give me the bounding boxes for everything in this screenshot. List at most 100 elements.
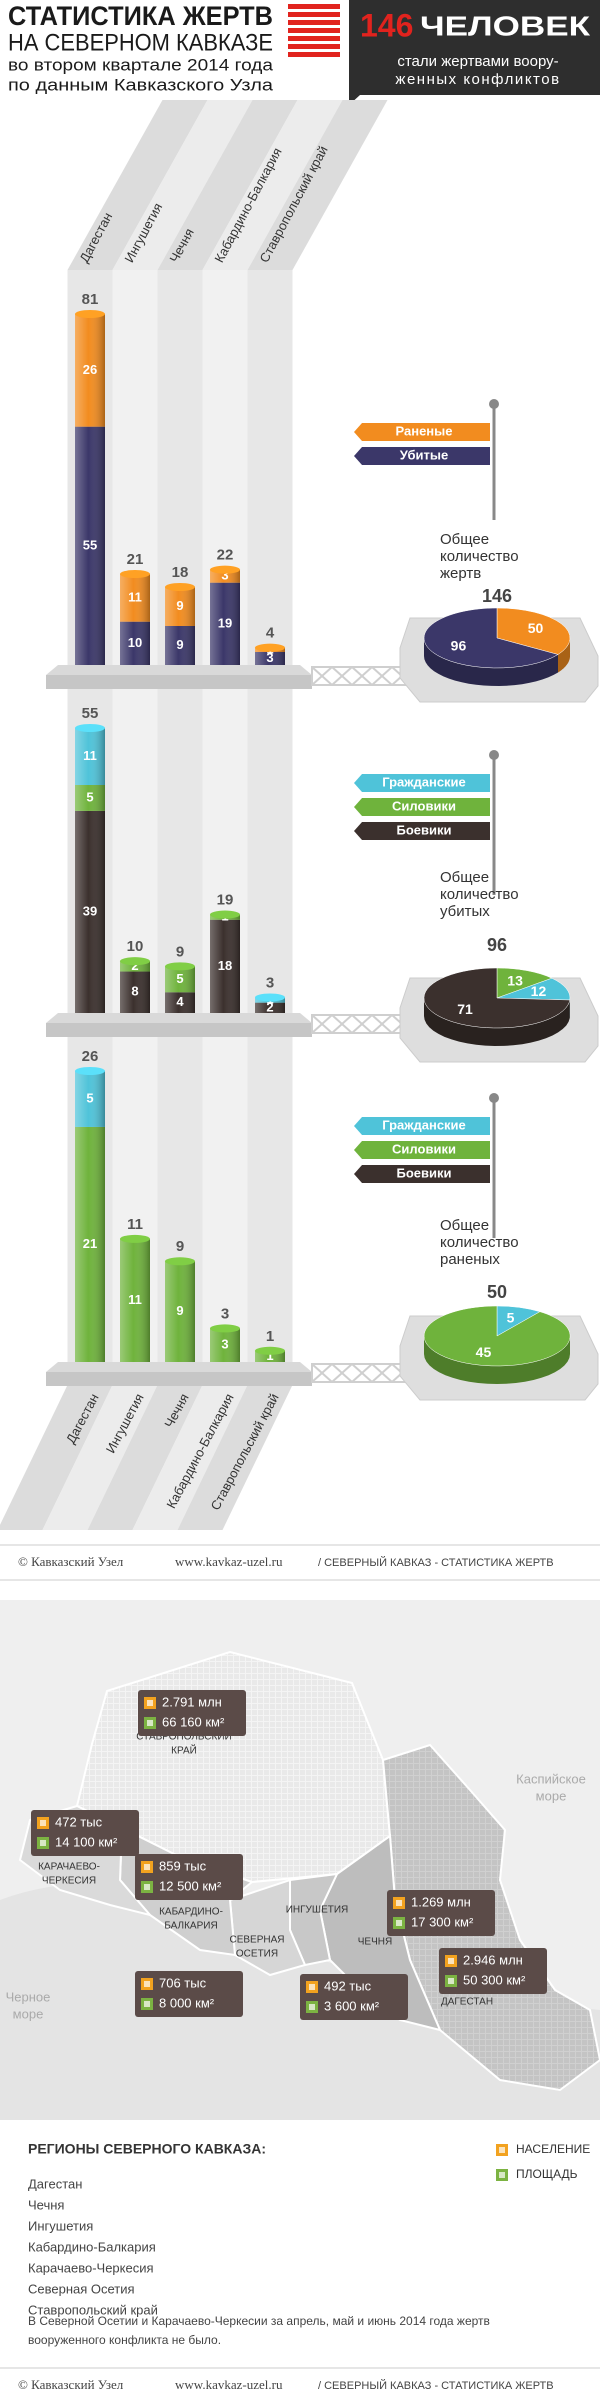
map-legend-label: НАСЕЛЕНИЕ [516, 2142, 590, 2156]
header-strip [157, 100, 298, 270]
bar-cap [210, 565, 240, 574]
bar-cap [75, 1067, 105, 1075]
region-name: КАБАРДИНО- [159, 1907, 223, 1918]
pie-total: 146 [482, 586, 512, 606]
legend-label: Боевики [397, 1165, 452, 1180]
header-strip [67, 100, 208, 270]
list-item: Чечня [28, 2197, 64, 2212]
bar-cap [165, 962, 195, 971]
pie-title: жертв [440, 565, 481, 582]
total-label: 22 [217, 547, 234, 564]
list-item: Северная Осетия [28, 2281, 135, 2296]
legend-label: Боевики [397, 822, 452, 837]
population: 492 тыс [324, 1978, 372, 1993]
bar-cap [255, 643, 285, 652]
flag-knob [489, 399, 499, 409]
bar-shade [165, 626, 195, 665]
bar-shade [75, 314, 105, 427]
bar-shade [165, 1261, 195, 1362]
bar-cap [75, 724, 105, 732]
list-item: Ингушетия [28, 2218, 93, 2233]
area: 14 100 км² [55, 1834, 118, 1849]
segment-label: 4 [176, 994, 184, 1009]
pie-side [424, 998, 570, 1046]
section: / СЕВЕРНЫЙ КАВКАЗ - СТАТИСТИКА ЖЕРТВ [318, 1556, 554, 1569]
bar-cap [165, 583, 195, 591]
pie-title: убитых [440, 903, 490, 920]
slice-label: 96 [451, 637, 467, 653]
segment-label: 9 [176, 1303, 183, 1318]
section: / СЕВЕРНЫЙ КАВКАЗ - СТАТИСТИКА ЖЕРТВ [318, 2379, 554, 2392]
footer-strip [87, 1385, 203, 1530]
url: www.kavkaz-uzel.ru [175, 1554, 283, 1569]
subtitle: по данным Кавказского Узла [8, 75, 274, 94]
bar-shade [75, 1071, 105, 1127]
icon-inner [499, 2172, 505, 2178]
icon-inner [147, 1700, 153, 1706]
area: 12 500 км² [159, 1878, 222, 1893]
footer-strip [42, 1385, 158, 1530]
icon-inner [309, 2004, 315, 2010]
header-strip [112, 100, 253, 270]
total-label: 3 [221, 1305, 229, 1322]
icon-inner [499, 2147, 505, 2153]
region-name: ЧЕЧНЯ [358, 1937, 392, 1948]
segment-label: 2 [266, 999, 273, 1014]
legend-tag [354, 774, 490, 792]
connector [331, 1014, 353, 1034]
header: СТАТИСТИКА ЖЕРТВ НА СЕВЕРНОМ КАВКАЗЕ во … [8, 0, 600, 105]
icon-inner [144, 1884, 150, 1890]
footer-strip [132, 1385, 248, 1530]
info-box [135, 1854, 243, 1900]
slice-label: 13 [507, 972, 523, 988]
connector [331, 666, 353, 686]
sea-label: море [536, 1788, 567, 1803]
total-label: 18 [172, 564, 189, 581]
connector [311, 1014, 333, 1034]
total-label: 26 [82, 1048, 99, 1065]
legend-label: Силовики [392, 1141, 456, 1156]
footer-strip [177, 1385, 293, 1530]
pie-title: Общее [440, 1217, 489, 1234]
icon-inner [144, 1981, 150, 1987]
sea-label: Черное [6, 1989, 51, 2004]
pie-slice [423, 607, 559, 669]
region-name: ИНГУШЕТИЯ [286, 1905, 349, 1916]
bar-cap [75, 310, 105, 318]
regions-list: РЕГИОНЫ СЕВЕРНОГО КАВКАЗА: Дагестан Чечня И… [28, 2141, 590, 2347]
total-label: 10 [127, 938, 144, 955]
copyright: © Кавказский Узел [18, 1554, 124, 1569]
url: www.kavkaz-uzel.ru [175, 2377, 283, 2392]
column [157, 270, 203, 1385]
icon-inner [396, 1920, 402, 1926]
segment-label: 11 [128, 1292, 142, 1307]
connector [371, 1014, 393, 1034]
segment-label: 21 [83, 1236, 97, 1251]
legend-tag [354, 822, 490, 840]
region-name: ОСЕТИЯ [236, 1949, 278, 1960]
info-box [439, 1948, 547, 1994]
segment-label: 10 [128, 635, 142, 650]
total-label: 11 [127, 1216, 143, 1233]
icon-inner [396, 1900, 402, 1906]
bar-cap [165, 1257, 195, 1266]
platform-front [46, 1372, 312, 1386]
legend-label: Гражданские [382, 1117, 466, 1132]
slice-label: 71 [457, 1001, 473, 1017]
bar-shade [75, 810, 105, 1013]
bar-shade [255, 652, 285, 665]
list-item: Ставропольский край [28, 2302, 158, 2317]
bar-shade [255, 1002, 285, 1013]
pie-slice [496, 967, 553, 999]
icon-inner [40, 1840, 46, 1846]
segment-label: 1 [266, 1348, 273, 1363]
platform-top [46, 1013, 312, 1023]
total-label: 3 [266, 974, 274, 991]
header-strip [247, 100, 388, 270]
bar-shade [165, 992, 195, 1013]
total-label: 9 [176, 943, 184, 960]
population: 2.791 млн [162, 1694, 222, 1709]
bar-shade [75, 1126, 105, 1362]
